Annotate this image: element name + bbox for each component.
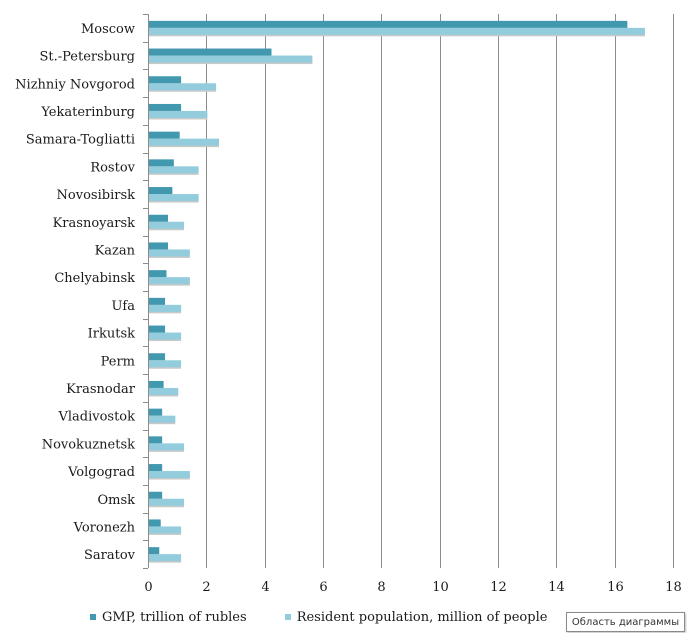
- category-label: Moscow: [81, 22, 135, 37]
- category-label: Yekaterinburg: [40, 105, 135, 120]
- legend-item-gmp: GMP, trillion of rubles: [90, 610, 247, 625]
- bar-gmp: [149, 408, 163, 416]
- x-tick-label: 12: [490, 580, 507, 595]
- bar-population: [149, 221, 184, 229]
- bar-population: [149, 415, 176, 423]
- legend-swatch-gmp: [90, 614, 96, 620]
- bar-gmp: [149, 491, 163, 499]
- bar-gmp: [149, 20, 628, 28]
- bar-gmp: [149, 353, 166, 361]
- bar-gmp: [149, 464, 163, 472]
- category-label: Kazan: [95, 243, 136, 258]
- category-label: St.-Petersburg: [39, 50, 135, 65]
- category-label: Nizhniy Novgorod: [15, 77, 135, 92]
- category-label: Chelyabinsk: [54, 271, 135, 286]
- x-tick-label: 2: [202, 580, 210, 595]
- bar-population: [149, 526, 182, 534]
- bar-population: [149, 360, 182, 368]
- category-label: Vladivostok: [57, 410, 135, 425]
- category-label: Perm: [101, 354, 135, 369]
- x-tick-label: 14: [548, 580, 565, 595]
- bar-gmp: [149, 270, 167, 278]
- category-label: Novokuznetsk: [42, 437, 135, 452]
- bar-gmp: [149, 297, 166, 305]
- bar-gmp: [149, 103, 182, 111]
- x-tick-label: 0: [144, 580, 152, 595]
- bar-gmp: [149, 547, 160, 555]
- category-label: Krasnoyarsk: [53, 216, 136, 231]
- bar-population: [149, 55, 313, 63]
- bar-gmp: [149, 380, 164, 388]
- bar-gmp: [149, 519, 161, 527]
- category-label: Krasnodar: [66, 382, 136, 397]
- bar-population: [149, 471, 190, 479]
- legend: GMP, trillion of rubles Resident populat…: [90, 606, 585, 628]
- bar-gmp: [149, 76, 182, 84]
- bar-gmp: [149, 214, 168, 222]
- category-label: Novosibirsk: [57, 188, 136, 203]
- category-label: Ufa: [111, 299, 135, 314]
- legend-item-population: Resident population, million of people: [284, 609, 548, 625]
- bar-population: [149, 304, 182, 312]
- category-label: Samara-Togliatti: [26, 133, 135, 148]
- bar-population: [149, 498, 184, 506]
- x-tick-label: 16: [607, 580, 624, 595]
- bar-gmp: [149, 242, 168, 250]
- category-label: Omsk: [97, 493, 135, 508]
- bar-gmp: [149, 48, 272, 56]
- legend-swatch-population: [284, 614, 291, 620]
- chart-area-tooltip: Область диаграммы: [566, 612, 685, 632]
- bar-population: [149, 277, 190, 285]
- bar-population: [149, 249, 190, 257]
- bar-population: [149, 332, 182, 340]
- category-label: Irkutsk: [88, 327, 135, 342]
- x-tick-label: 4: [261, 580, 269, 595]
- bar-population: [149, 554, 182, 562]
- x-tick-label: 8: [377, 580, 385, 595]
- bar-gmp: [149, 131, 180, 139]
- category-label: Saratov: [84, 548, 136, 563]
- bar-population: [149, 166, 199, 174]
- category-label: Rostov: [90, 160, 135, 175]
- bar-population: [149, 27, 645, 35]
- bar-gmp: [149, 436, 163, 444]
- x-tick-label: 10: [432, 580, 449, 595]
- bar-gmp: [149, 325, 166, 333]
- legend-label-population: Resident population, million of people: [296, 609, 548, 625]
- bar-gmp: [149, 187, 173, 195]
- bar-population: [149, 138, 219, 146]
- x-tick-label: 18: [665, 580, 682, 595]
- bar-gmp: [149, 159, 174, 167]
- bar-population: [149, 443, 184, 451]
- bar-population: [149, 194, 199, 202]
- bar-population: [149, 83, 217, 91]
- category-label: Volgograd: [67, 465, 135, 480]
- bar-chart: 0 2 4 6 8 10 12 14 16 18 Moscow St.-Petersburg Nizhn…: [15, 14, 682, 595]
- bar-population: [149, 387, 179, 395]
- x-tick-label: 6: [319, 580, 327, 595]
- category-label: Voronezh: [73, 520, 136, 535]
- legend-label-gmp: GMP, trillion of rubles: [102, 609, 247, 625]
- bar-population: [149, 110, 208, 118]
